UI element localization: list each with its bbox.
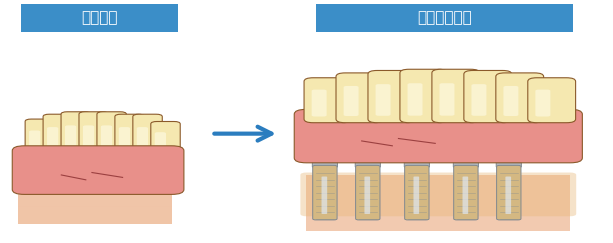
FancyBboxPatch shape: [454, 165, 478, 220]
FancyBboxPatch shape: [535, 90, 550, 117]
FancyArrowPatch shape: [215, 127, 272, 141]
FancyBboxPatch shape: [368, 70, 416, 123]
FancyBboxPatch shape: [21, 4, 178, 32]
FancyBboxPatch shape: [408, 83, 422, 116]
FancyBboxPatch shape: [405, 138, 429, 167]
FancyBboxPatch shape: [151, 122, 180, 158]
FancyBboxPatch shape: [336, 73, 384, 123]
FancyBboxPatch shape: [18, 220, 172, 224]
FancyBboxPatch shape: [453, 138, 478, 167]
FancyBboxPatch shape: [321, 176, 327, 214]
FancyBboxPatch shape: [133, 114, 162, 158]
FancyBboxPatch shape: [25, 119, 55, 158]
FancyBboxPatch shape: [79, 112, 109, 158]
FancyBboxPatch shape: [300, 173, 576, 216]
FancyBboxPatch shape: [12, 146, 184, 194]
FancyBboxPatch shape: [312, 138, 337, 167]
FancyBboxPatch shape: [355, 138, 380, 167]
FancyBboxPatch shape: [497, 165, 521, 220]
Polygon shape: [18, 190, 172, 224]
Polygon shape: [306, 175, 570, 231]
FancyBboxPatch shape: [101, 125, 112, 153]
FancyBboxPatch shape: [405, 165, 429, 220]
FancyBboxPatch shape: [154, 132, 166, 154]
FancyBboxPatch shape: [496, 73, 544, 123]
FancyBboxPatch shape: [115, 114, 144, 158]
FancyBboxPatch shape: [462, 176, 468, 214]
FancyBboxPatch shape: [376, 84, 390, 116]
FancyBboxPatch shape: [400, 69, 447, 123]
FancyBboxPatch shape: [43, 114, 72, 158]
FancyBboxPatch shape: [471, 84, 487, 116]
FancyBboxPatch shape: [29, 130, 40, 153]
FancyBboxPatch shape: [137, 127, 148, 153]
FancyBboxPatch shape: [65, 125, 76, 153]
FancyBboxPatch shape: [18, 217, 172, 220]
FancyBboxPatch shape: [97, 112, 126, 158]
FancyBboxPatch shape: [119, 127, 130, 153]
FancyBboxPatch shape: [47, 127, 58, 153]
FancyBboxPatch shape: [304, 78, 352, 123]
FancyBboxPatch shape: [432, 69, 480, 123]
FancyBboxPatch shape: [440, 83, 454, 116]
FancyBboxPatch shape: [496, 138, 521, 167]
Text: インプラント: インプラント: [417, 10, 472, 25]
FancyBboxPatch shape: [61, 112, 91, 158]
Text: 総入れ歯: 総入れ歯: [82, 10, 118, 25]
FancyBboxPatch shape: [294, 109, 582, 163]
FancyBboxPatch shape: [356, 165, 380, 220]
FancyBboxPatch shape: [344, 86, 359, 116]
FancyBboxPatch shape: [528, 78, 576, 123]
FancyBboxPatch shape: [464, 70, 512, 123]
FancyBboxPatch shape: [316, 4, 573, 32]
FancyBboxPatch shape: [311, 90, 327, 117]
FancyBboxPatch shape: [313, 165, 337, 220]
FancyBboxPatch shape: [364, 176, 370, 214]
FancyBboxPatch shape: [505, 176, 511, 214]
FancyBboxPatch shape: [413, 176, 419, 214]
FancyBboxPatch shape: [503, 86, 519, 116]
FancyBboxPatch shape: [83, 125, 94, 153]
